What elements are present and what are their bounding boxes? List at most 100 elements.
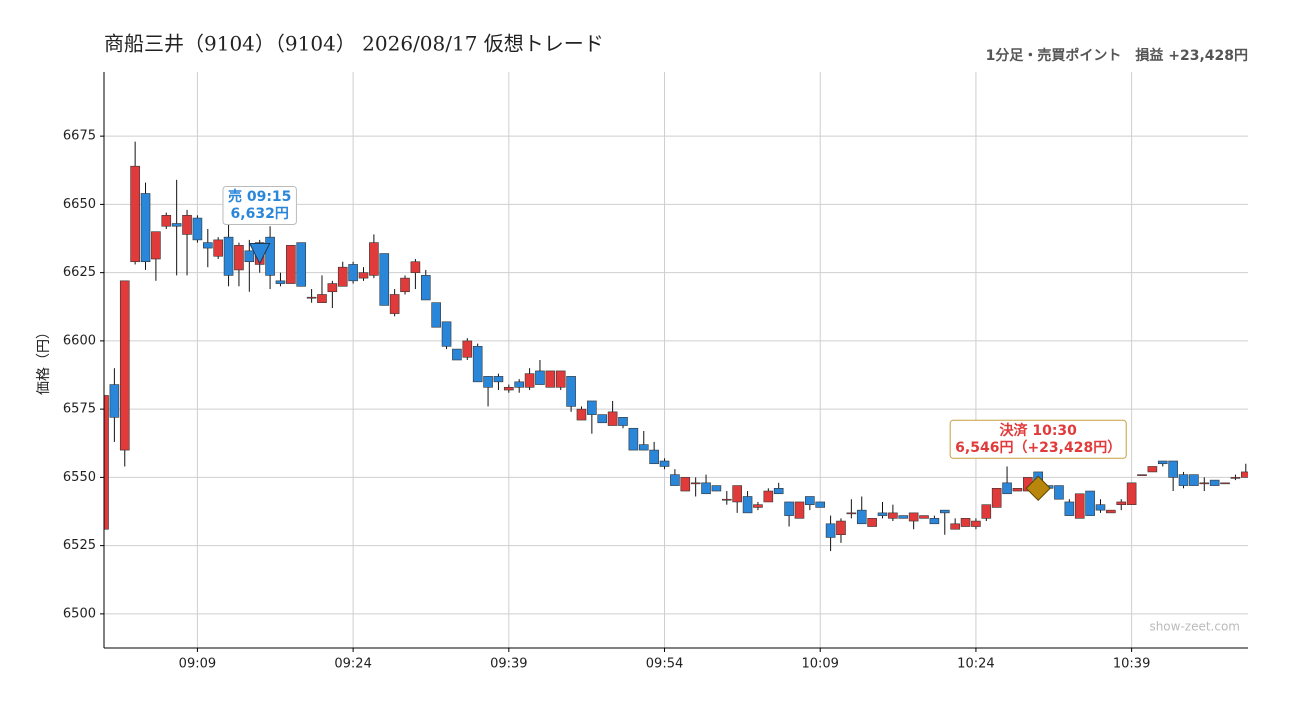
candle-body bbox=[472, 346, 483, 383]
candle-body bbox=[1002, 482, 1012, 495]
candle-body bbox=[171, 223, 182, 227]
candle-body bbox=[265, 236, 275, 276]
candle-body bbox=[638, 444, 649, 451]
y-axis-label: 価格（円） bbox=[36, 325, 52, 395]
x-tick-label: 10:24 bbox=[957, 657, 994, 672]
candle-body bbox=[555, 370, 566, 388]
candle-body bbox=[825, 523, 836, 538]
annotation-box bbox=[222, 186, 297, 226]
candle-body bbox=[805, 496, 815, 505]
candle-body bbox=[192, 217, 203, 241]
candle-body bbox=[597, 414, 608, 424]
candle-body bbox=[203, 242, 213, 249]
candle-body bbox=[1054, 485, 1064, 500]
candle-body bbox=[327, 283, 338, 293]
candle-body bbox=[306, 296, 317, 299]
candle-body bbox=[348, 264, 358, 282]
candle-body bbox=[867, 518, 877, 527]
candle-body bbox=[888, 512, 898, 519]
candle-body bbox=[182, 215, 192, 235]
sell-marker bbox=[248, 243, 271, 265]
candle-body bbox=[1137, 474, 1147, 476]
candle-body bbox=[773, 488, 784, 495]
candle-body bbox=[929, 518, 940, 525]
plot bbox=[104, 141, 1248, 552]
y-tick-label: 6500 bbox=[63, 606, 96, 621]
candle-body bbox=[1095, 504, 1106, 511]
candle-body bbox=[960, 518, 971, 527]
candle-body bbox=[431, 302, 441, 328]
candle-body bbox=[119, 280, 130, 451]
candle-body bbox=[1074, 493, 1085, 519]
candle-body bbox=[950, 523, 960, 530]
candle-body bbox=[1189, 474, 1199, 486]
candle-body bbox=[1064, 501, 1075, 516]
candle-body bbox=[420, 275, 431, 301]
candle-body bbox=[452, 348, 462, 361]
candle-body bbox=[846, 512, 857, 515]
x-tick-label: 10:39 bbox=[1113, 657, 1150, 672]
annotation-text: 6,546円（+23,428円） bbox=[955, 440, 1121, 456]
candle-body bbox=[140, 193, 151, 263]
x-tick-label: 09:24 bbox=[334, 657, 371, 672]
annotation-text: 6,632円 bbox=[231, 206, 289, 222]
candle-body bbox=[1178, 474, 1189, 486]
candle-body bbox=[514, 381, 525, 388]
candle-body bbox=[711, 485, 722, 492]
candle-body bbox=[213, 239, 223, 257]
y-tick-label: 6600 bbox=[63, 333, 96, 348]
candle-body bbox=[244, 250, 255, 263]
candle-body bbox=[337, 266, 348, 287]
candle-body bbox=[104, 395, 109, 530]
candle-body bbox=[504, 386, 514, 391]
candle-body bbox=[607, 411, 618, 426]
candle-body bbox=[659, 460, 670, 467]
candle-body bbox=[1012, 488, 1023, 492]
candle-body bbox=[161, 215, 172, 227]
candle-body bbox=[898, 515, 909, 519]
candle-body bbox=[628, 427, 639, 451]
candle-body bbox=[358, 272, 369, 279]
candle-body bbox=[981, 504, 992, 519]
candle-body bbox=[721, 498, 732, 501]
candle-body bbox=[441, 321, 452, 347]
candle-body bbox=[1126, 482, 1137, 505]
candle-body bbox=[784, 501, 794, 516]
candle-body bbox=[649, 449, 659, 465]
candle-body bbox=[151, 231, 161, 260]
candle-body bbox=[130, 165, 140, 263]
y-tick-label: 6575 bbox=[63, 402, 96, 417]
candle-body bbox=[919, 515, 929, 519]
candle-body bbox=[701, 482, 711, 495]
candle-body bbox=[234, 245, 244, 271]
chart-title: 商船三井（9104）（9104） 2026/08/17 仮想トレード bbox=[104, 32, 604, 56]
settle-marker bbox=[1025, 475, 1051, 502]
candle-body bbox=[690, 482, 701, 485]
candle-body bbox=[1230, 477, 1241, 479]
candle-body bbox=[1157, 460, 1168, 465]
candle-body bbox=[545, 370, 556, 388]
candle-body bbox=[587, 400, 597, 415]
candle-body bbox=[223, 236, 234, 276]
candle-body bbox=[742, 496, 753, 514]
candle-body bbox=[836, 520, 846, 536]
watermark: show-zeet.com bbox=[1149, 620, 1240, 634]
candle-body bbox=[275, 280, 286, 284]
candle-body bbox=[493, 376, 504, 383]
candle-body bbox=[815, 501, 826, 508]
candle-body bbox=[389, 294, 400, 314]
candle-body bbox=[763, 490, 774, 503]
candle-body bbox=[566, 376, 576, 407]
candle-body bbox=[794, 501, 805, 519]
x-tick-label: 09:09 bbox=[179, 657, 216, 672]
candle-body bbox=[939, 509, 950, 514]
candle-body bbox=[1147, 466, 1158, 473]
candle-body bbox=[1116, 501, 1127, 505]
candle-body bbox=[971, 520, 981, 527]
y-tick-label: 6550 bbox=[63, 470, 96, 485]
candle-body bbox=[753, 504, 763, 508]
x-tick-label: 09:54 bbox=[646, 657, 683, 672]
candle-body bbox=[680, 477, 691, 492]
candle-body bbox=[1241, 471, 1248, 478]
